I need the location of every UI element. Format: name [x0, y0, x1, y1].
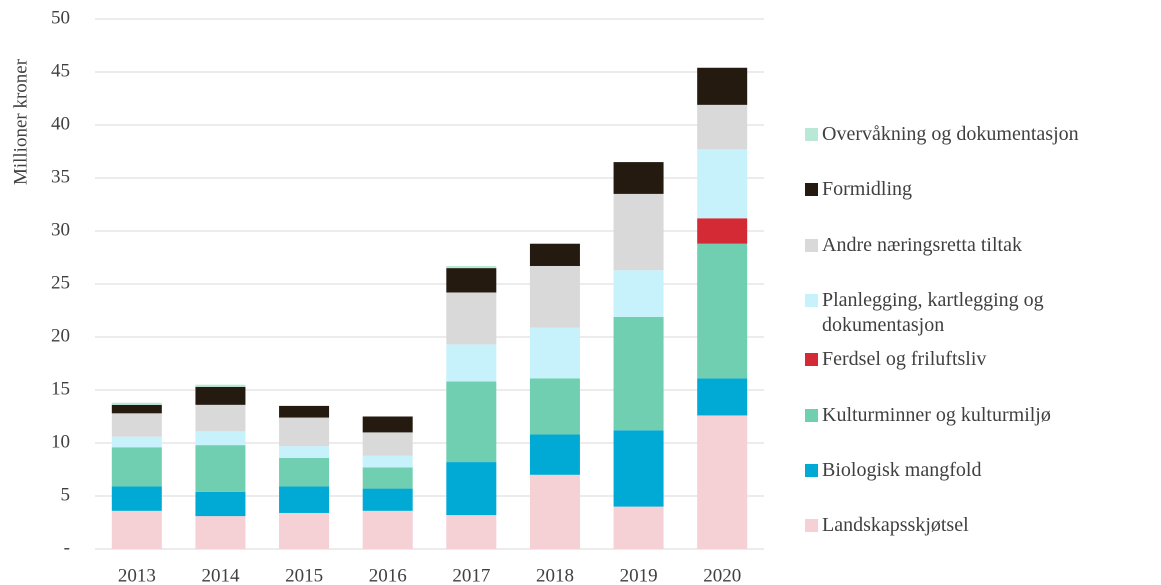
legend-item: Landskapsskjøtsel	[805, 513, 1155, 538]
x-tick-label: 2015	[285, 565, 323, 585]
bar-segment	[362, 416, 413, 433]
bar-segment	[529, 265, 580, 328]
legend-item: Biologisk mangfold	[805, 458, 1155, 483]
legend-label: Kulturminner og kulturmiljø	[822, 403, 1051, 426]
bar-segment	[697, 104, 748, 150]
bar-segment	[697, 378, 748, 416]
legend-swatch	[805, 519, 818, 533]
bar-segment	[446, 344, 497, 382]
legend-item: Overvåkning og dokumentasjon	[805, 122, 1155, 147]
bar-segment	[446, 381, 497, 463]
bar-segment	[195, 516, 246, 549]
bar-segment	[362, 455, 413, 468]
bar-segment	[362, 467, 413, 489]
bar-segment	[697, 218, 748, 244]
legend-item: Andre næringsretta tiltak	[805, 233, 1155, 258]
legend-swatch	[805, 293, 818, 307]
y-tick-label: 10	[51, 431, 70, 452]
bar-segment	[279, 446, 330, 458]
bar-segment	[613, 270, 664, 317]
x-tick-label: 2014	[201, 565, 240, 585]
legend-swatch	[805, 353, 818, 367]
bar-segment	[111, 510, 162, 549]
bar-segment	[279, 512, 330, 549]
bar-segment	[362, 510, 413, 549]
bar-segment	[279, 417, 330, 447]
legend-swatch	[805, 128, 818, 141]
bar-segment	[279, 405, 330, 418]
bar-segment	[195, 384, 246, 387]
legend-swatch	[805, 183, 818, 197]
legend-swatch	[805, 238, 818, 252]
bar-segment	[529, 378, 580, 435]
bar-segment	[613, 162, 664, 194]
x-tick-label: 2017	[452, 565, 490, 585]
legend-swatch	[805, 408, 818, 422]
bar-segment	[529, 474, 580, 549]
bar-segment	[697, 67, 748, 105]
y-tick-label: 50	[51, 7, 70, 28]
bar-segment	[279, 457, 330, 487]
bar-segment	[111, 447, 162, 487]
bar-segment	[362, 488, 413, 511]
bar-segment	[613, 430, 664, 507]
x-tick-label: 2020	[703, 565, 741, 585]
x-tick-label: 2016	[369, 565, 407, 585]
bar-segment	[697, 415, 748, 549]
legend-label: Overvåkning og dokumentasjon	[822, 123, 1079, 145]
bar-segment	[446, 265, 497, 269]
legend-label: Ferdsel og friluftsliv	[822, 348, 987, 371]
bar-segment	[195, 491, 246, 517]
y-tick-label: 35	[51, 166, 70, 187]
x-tick-label: 2013	[118, 565, 156, 585]
legend-swatch	[805, 463, 818, 477]
legend-item: Ferdsel og friluftsliv	[805, 347, 1155, 372]
bar-segment	[111, 404, 162, 414]
y-tick-label: 5	[61, 484, 71, 505]
x-tick-label: 2019	[620, 565, 658, 585]
bar-segment	[697, 149, 748, 219]
bar-segment	[446, 292, 497, 345]
y-tick-label: 20	[51, 325, 70, 346]
bar-segment	[613, 316, 664, 431]
y-tick-label: 25	[51, 272, 70, 293]
y-tick-label: 45	[51, 60, 70, 81]
legend-item: Formidling	[805, 177, 1155, 202]
bar-segment	[613, 506, 664, 549]
bar-segment	[446, 515, 497, 549]
y-tick-label: 40	[51, 113, 70, 134]
bar-segment	[195, 404, 246, 432]
bar-segment	[529, 434, 580, 475]
legend-label: Formidling	[822, 178, 913, 201]
bar-segment	[111, 402, 162, 405]
bar-segment	[446, 268, 497, 293]
legend-item: Kulturminner og kulturmiljø	[805, 403, 1155, 428]
legend-label: Andre næringsretta tiltak	[822, 233, 1022, 256]
bar-segment	[279, 486, 330, 513]
x-tick-label: 2018	[536, 565, 574, 585]
bar-segment	[362, 432, 413, 456]
bar-segment	[111, 413, 162, 437]
y-tick-label: 15	[51, 378, 70, 399]
legend-label: Landskapsskjøtsel	[822, 514, 969, 537]
y-axis-label: Millioner kroner	[10, 58, 31, 185]
bar-segment	[697, 243, 748, 379]
legend-label: Planlegging, kartlegging og dokumentasjo…	[822, 288, 1044, 336]
bar-segment	[195, 431, 246, 446]
bar-segment	[613, 193, 664, 271]
bar-segment	[446, 462, 497, 516]
bar-segment	[529, 243, 580, 266]
bar-segment	[529, 327, 580, 379]
bar-segment	[195, 386, 246, 405]
legend-item: Planlegging, kartlegging og dokumentasjo…	[805, 288, 1155, 338]
bar-segment	[111, 436, 162, 448]
bar-segment	[195, 445, 246, 492]
y-tick-label: 30	[51, 219, 70, 240]
bar-segment	[111, 486, 162, 511]
y-tick-label: -	[64, 537, 70, 558]
legend-label: Biologisk mangfold	[822, 458, 982, 481]
